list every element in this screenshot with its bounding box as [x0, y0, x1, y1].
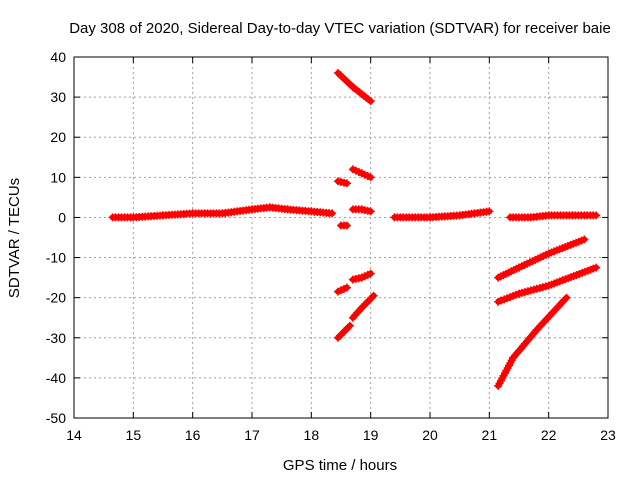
series-segment-e-mid: [337, 221, 351, 230]
axis-ticks: 14 15 16 17 18 19 20 21 22 23 -50 -40 -30 -20 -10 0 10 20…: [46, 49, 616, 443]
x-tick-label: 17: [244, 427, 260, 443]
y-tick-label: -40: [46, 370, 66, 386]
y-tick-label: 40: [50, 49, 66, 65]
series-segment-main-near-zero-2: [390, 207, 494, 222]
y-tick-label: -50: [46, 410, 66, 426]
x-tick-label: 18: [304, 427, 320, 443]
data-point-marker: [366, 207, 375, 216]
data-point-marker: [592, 211, 601, 220]
series-segment-main-near-zero-3: [506, 211, 601, 222]
x-tick-label: 21: [482, 427, 498, 443]
series-segment-f-lower: [348, 269, 375, 284]
data-point-marker: [366, 269, 375, 278]
x-tick-label: 22: [541, 427, 557, 443]
data-point-marker: [342, 179, 351, 188]
data-point-marker: [345, 321, 354, 330]
x-tick-label: 23: [600, 427, 616, 443]
series-segment-h-lower: [348, 291, 378, 322]
data-point-marker: [366, 173, 375, 182]
y-tick-label: -30: [46, 330, 66, 346]
series-segment-g-lower: [334, 283, 351, 296]
series-segment-i-lower: [334, 321, 354, 342]
data-point-marker: [366, 97, 375, 106]
series-segment-a-upper: [334, 69, 375, 106]
y-tick-label: -10: [46, 250, 66, 266]
y-tick-label: 10: [50, 169, 66, 185]
x-axis-label: GPS time / hours: [283, 457, 397, 474]
data-point-marker: [562, 293, 571, 302]
x-tick-label: 14: [66, 427, 82, 443]
plot-frame: [73, 56, 609, 419]
data-series: [108, 69, 601, 390]
y-tick-label: 0: [58, 209, 66, 225]
data-point-marker: [580, 235, 589, 244]
series-segment-d-mid: [348, 205, 375, 216]
series-segment-k-late: [494, 263, 601, 306]
y-tick-label: 30: [50, 89, 66, 105]
y-tick-label: -20: [46, 290, 66, 306]
data-point-marker: [592, 263, 601, 272]
chart-title: Day 308 of 2020, Sidereal Day-to-day VTE…: [69, 20, 611, 37]
series-segment-l-late: [494, 293, 571, 390]
data-point-marker: [485, 207, 494, 216]
series-segment-main-near-zero-1: [108, 203, 337, 222]
series-segment-b-upper: [348, 165, 375, 182]
y-tick-label: 20: [50, 129, 66, 145]
x-tick-label: 15: [126, 427, 142, 443]
data-point-marker: [342, 221, 351, 230]
data-point-marker: [342, 283, 351, 292]
series-segment-j-late: [494, 235, 589, 282]
x-tick-label: 19: [363, 427, 379, 443]
y-axis-label: SDTVAR / TECUs: [6, 178, 23, 298]
data-point-marker: [328, 209, 337, 218]
series-segment-c-mid: [334, 177, 351, 188]
x-tick-label: 16: [185, 427, 201, 443]
x-tick-label: 20: [422, 427, 438, 443]
data-point-marker: [369, 291, 378, 300]
